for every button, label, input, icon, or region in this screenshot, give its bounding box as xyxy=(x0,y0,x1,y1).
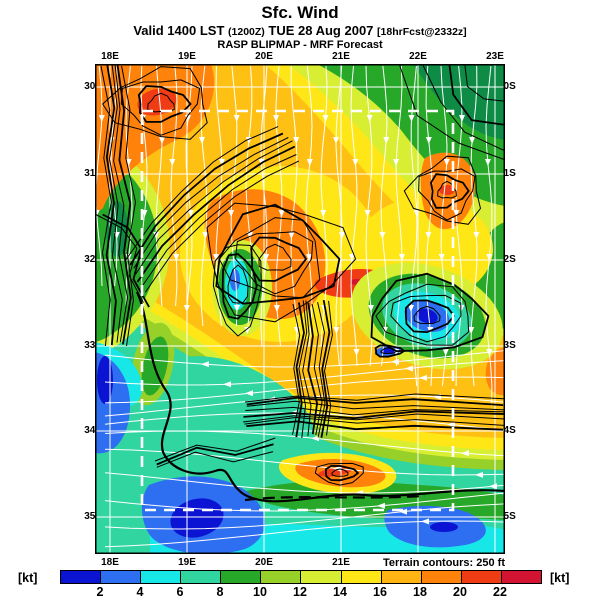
lat-label-right: 32S xyxy=(498,254,516,265)
valid-time-line: Valid 1400 LST (1200Z) TUE 28 Aug 2007 [… xyxy=(0,22,600,39)
region-west-dark-blue-core xyxy=(97,356,113,404)
lon-label-bottom: 20E xyxy=(255,557,273,568)
lat-label-right: 30S xyxy=(498,81,516,92)
colorbar-segment xyxy=(141,571,182,583)
lon-label-bottom: 21E xyxy=(332,557,350,568)
wind-map xyxy=(93,0,593,555)
colorbar-tick: 16 xyxy=(373,585,387,599)
colorbar-tick: 6 xyxy=(176,585,184,599)
colorbar-tick: 8 xyxy=(216,585,224,599)
colorbar-segment xyxy=(381,571,422,583)
lon-label-top: 21E xyxy=(332,51,350,62)
region-nw-red-core xyxy=(137,88,177,116)
lon-label-top: 18E xyxy=(101,51,119,62)
valid-fcst: [18hrFcst@2332z] xyxy=(377,25,467,38)
lat-label-left: 33S xyxy=(84,340,102,351)
lat-label-right: 33S xyxy=(498,340,516,351)
colorbar-segment xyxy=(61,571,102,583)
region-pocket-blue xyxy=(230,269,240,291)
unit-label-right: [kt] xyxy=(550,571,570,585)
lat-label-right: 31S xyxy=(498,168,516,179)
lat-label-left: 35S xyxy=(84,511,102,522)
model-line: RASP BLIPMAP - MRF Forecast xyxy=(217,39,383,52)
colorbar-tick: 20 xyxy=(453,585,467,599)
colorbar-segment xyxy=(101,571,142,583)
colorbar-segment xyxy=(501,571,541,583)
region-inland-teal xyxy=(156,356,315,469)
lon-label-top: 22E xyxy=(409,51,427,62)
wind-map-canvas xyxy=(93,0,593,555)
region-small-oval-dark xyxy=(381,347,395,355)
lat-label-right: 34S xyxy=(498,425,516,436)
colorbar-tick: 12 xyxy=(293,585,307,599)
coastline xyxy=(136,291,506,503)
region-lee-dark-blue-core xyxy=(416,308,438,324)
lat-label-right: 35S xyxy=(498,511,516,522)
lat-label-left: 30S xyxy=(84,81,102,92)
lat-label-left: 34S xyxy=(84,425,102,436)
valid-zulu: (1200Z) xyxy=(228,25,265,38)
terrain-contours xyxy=(94,0,593,503)
lon-label-bottom: 18E xyxy=(101,557,119,568)
colorbar-tick: 2 xyxy=(96,585,104,599)
lat-label-left: 32S xyxy=(84,254,102,265)
unit-label-left: [kt] xyxy=(18,571,38,585)
lon-label-top: 20E xyxy=(255,51,273,62)
map-frame xyxy=(95,64,505,554)
lon-label-top: 23E xyxy=(486,51,504,62)
valid-date: TUE 28 Aug 2007 xyxy=(268,22,374,38)
colorbar-tick: 4 xyxy=(136,585,144,599)
lon-label-bottom: 19E xyxy=(178,557,196,568)
colorbar-tick: 10 xyxy=(253,585,267,599)
map-overlays xyxy=(93,0,593,554)
valid-prefix: Valid 1400 LST xyxy=(133,22,225,38)
region-nw-orange xyxy=(95,64,215,214)
colorbar-segment xyxy=(461,571,502,583)
region-se-dark-sliver xyxy=(430,522,458,532)
colorbar xyxy=(60,570,542,584)
terrain-contour-note: Terrain contours: 250 ft xyxy=(382,557,505,569)
nest-boundary-dashed xyxy=(140,109,455,512)
colorbar-segment xyxy=(261,571,302,583)
colorbar-segment xyxy=(221,571,262,583)
colorbar-segment xyxy=(341,571,382,583)
page-title: Sfc. Wind xyxy=(261,3,339,22)
plot-header: Sfc. Wind Valid 1400 LST (1200Z) TUE 28 … xyxy=(0,3,600,52)
lon-label-top: 19E xyxy=(178,51,196,62)
colorbar-tick: 14 xyxy=(333,585,347,599)
colorbar-tick: 18 xyxy=(413,585,427,599)
lat-label-left: 31S xyxy=(84,168,102,179)
region-east-red-core xyxy=(439,185,455,195)
colorbar-segment xyxy=(421,571,462,583)
colorbar-tick: 22 xyxy=(493,585,507,599)
colorbar-segment xyxy=(181,571,222,583)
colorbar-segment xyxy=(301,571,342,583)
